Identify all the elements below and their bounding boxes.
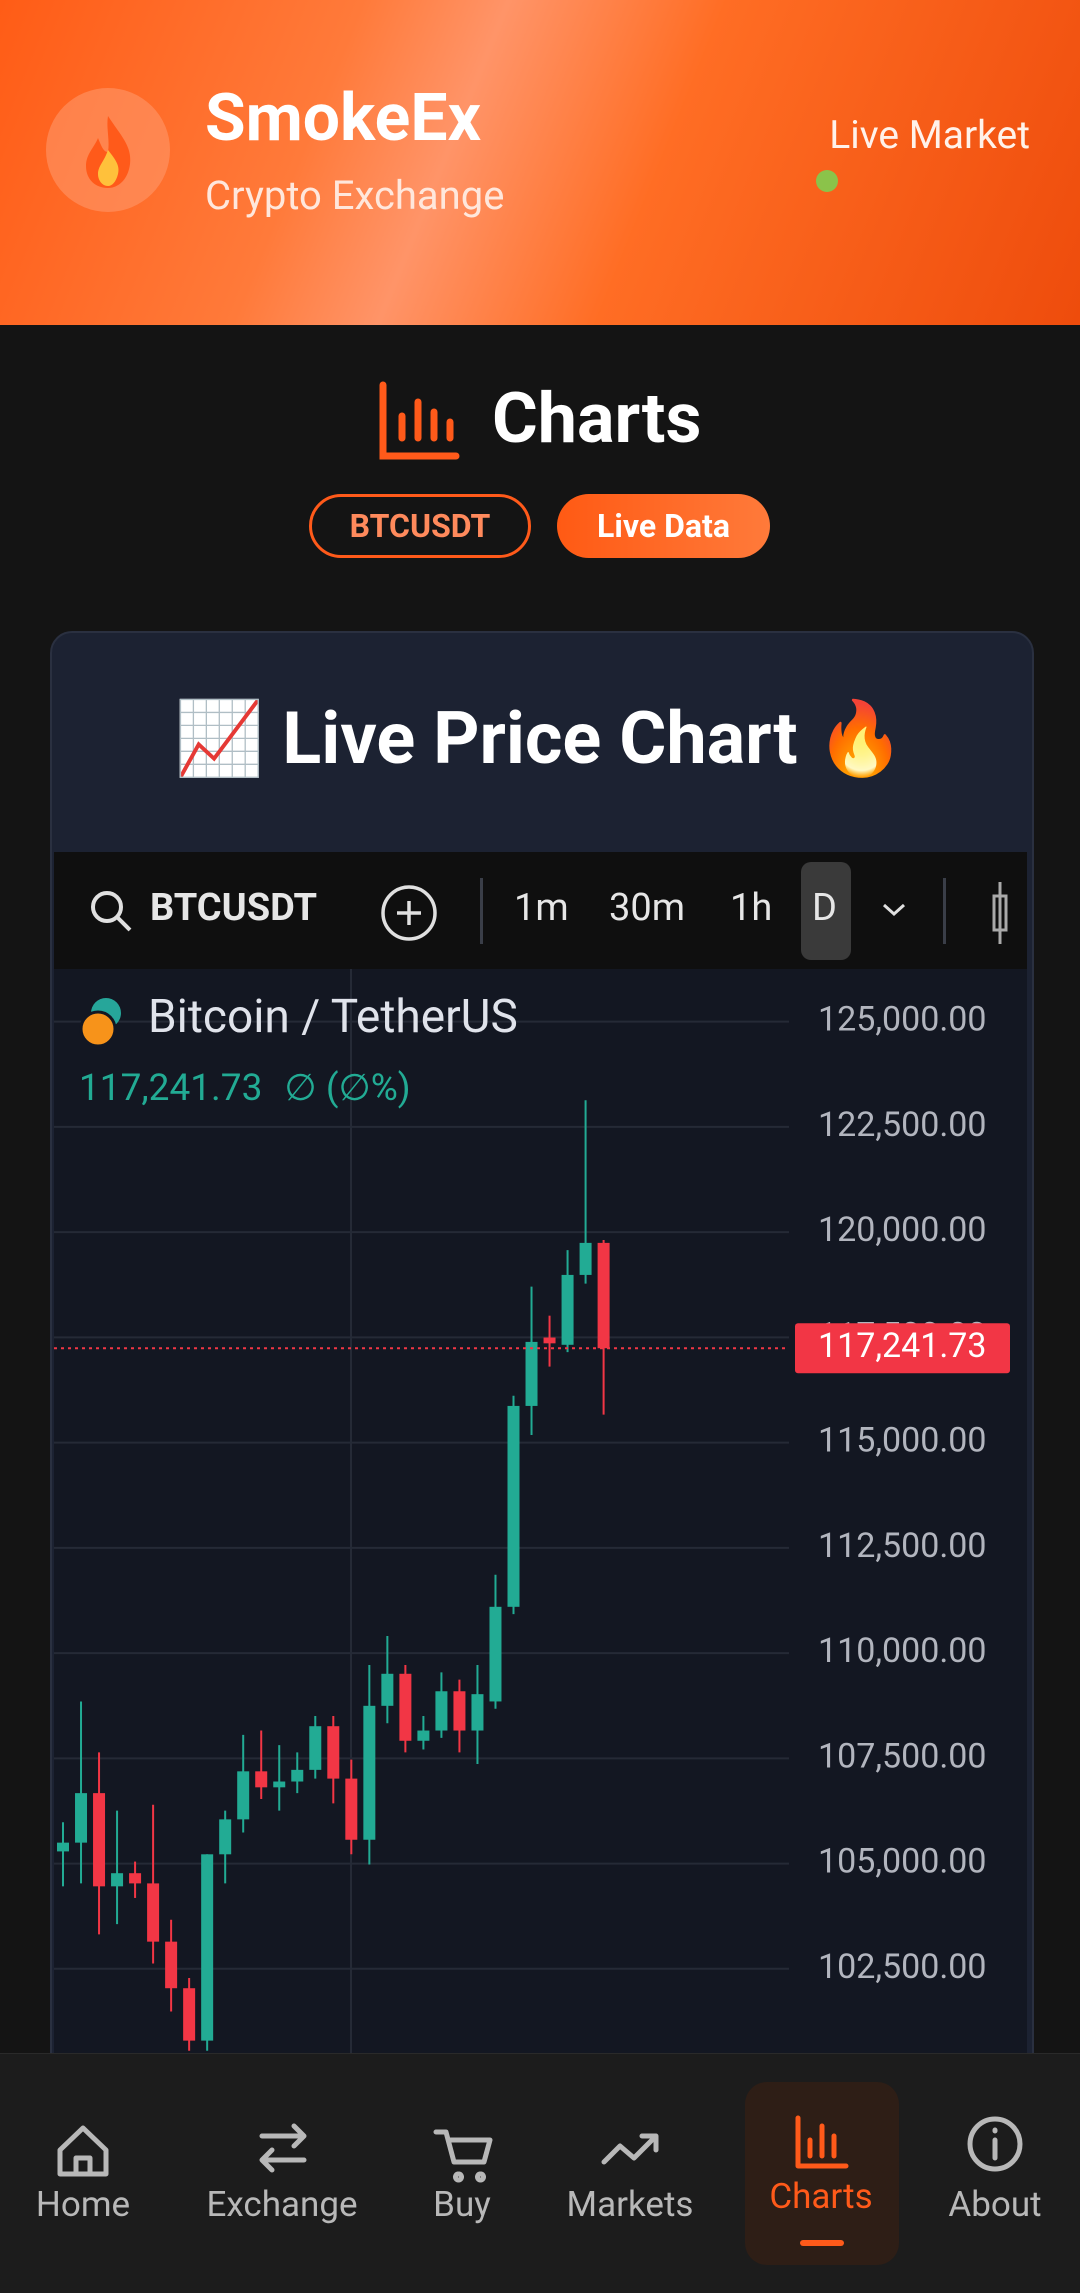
status: Live Market xyxy=(829,112,1030,158)
last-price-label: 117,241.73 xyxy=(818,1326,987,1366)
symbol-title: Bitcoin / TetherUS xyxy=(148,990,518,1044)
interval-menu[interactable] xyxy=(880,900,908,920)
candle-body xyxy=(453,1691,466,1731)
candle-body xyxy=(201,1854,214,2041)
candle-body xyxy=(75,1793,88,1843)
candle-body xyxy=(435,1691,448,1731)
live-badge[interactable]: Live Data xyxy=(557,494,770,558)
candle-body xyxy=(579,1242,592,1275)
y-tick-label: 112,500.00 xyxy=(818,1526,987,1566)
interval[interactable]: 1h xyxy=(730,886,773,930)
nav-label[interactable]: Home xyxy=(35,2184,131,2225)
candle-body xyxy=(57,1842,69,1852)
interval-active-bg xyxy=(801,862,851,960)
base-coin xyxy=(79,1010,117,1048)
candle-type-icon[interactable] xyxy=(990,882,1027,944)
nav-label[interactable]: About xyxy=(948,2184,1042,2225)
card-title: 📈 Live Price Chart 🔥 xyxy=(174,696,906,781)
separator xyxy=(480,878,483,944)
candle-body xyxy=(237,1771,250,1820)
interval[interactable]: 1m xyxy=(514,886,569,930)
candle-body xyxy=(363,1705,376,1840)
brand: SmokeEx xyxy=(205,80,482,157)
candle-body xyxy=(471,1694,484,1731)
live-dot xyxy=(816,170,838,192)
y-tick-label: 122,500.00 xyxy=(818,1105,987,1145)
nav-active-bg xyxy=(745,2082,899,2265)
candle-body xyxy=(525,1341,538,1406)
candle-body xyxy=(381,1673,394,1706)
bottom-nav xyxy=(0,2053,1080,2293)
header xyxy=(0,0,1080,325)
y-tick-label: 120,000.00 xyxy=(818,1210,987,1250)
price-chart: 102,500.00 105,000.00 107,500.00 110,000.00… xyxy=(54,969,1027,2053)
y-tick-label: 110,000.00 xyxy=(818,1631,987,1671)
nav-label[interactable]: Charts xyxy=(769,2176,873,2217)
candle-body xyxy=(183,1988,196,2041)
charts-icon xyxy=(379,381,460,460)
candle-body xyxy=(561,1274,574,1345)
candle-body xyxy=(327,1726,340,1779)
nav-label[interactable]: Buy xyxy=(433,2184,491,2225)
candle-body xyxy=(309,1726,322,1770)
y-tick-label: 125,000.00 xyxy=(818,1000,987,1040)
y-tick-label: 102,500.00 xyxy=(818,1947,987,1987)
candle-body xyxy=(597,1242,610,1349)
nav-label[interactable]: Exchange xyxy=(206,2184,358,2225)
search-icon[interactable] xyxy=(88,888,134,934)
nav-icons xyxy=(57,2115,1023,2246)
page-title: Charts xyxy=(492,378,702,460)
last-price-box xyxy=(795,1323,1010,1374)
candle-body xyxy=(291,1769,304,1782)
price-text: 117,241.73 xyxy=(79,1067,262,1110)
tagline: Crypto Exchange xyxy=(205,172,505,219)
candle-body xyxy=(417,1730,430,1741)
y-tick-label: 107,500.00 xyxy=(818,1736,987,1776)
candle-body xyxy=(129,1873,142,1884)
symbol-badge[interactable]: BTCUSDT xyxy=(309,494,531,558)
candle-body xyxy=(543,1337,556,1344)
change-text: ∅ (∅%) xyxy=(284,1067,410,1110)
candle-body xyxy=(93,1793,106,1887)
nav-label[interactable]: Markets xyxy=(566,2184,694,2225)
separator xyxy=(943,878,946,944)
candle-body xyxy=(255,1771,268,1788)
candle-body xyxy=(507,1405,520,1607)
candle-body xyxy=(345,1778,358,1840)
candle-body xyxy=(111,1873,124,1887)
candle-body xyxy=(165,1941,178,1989)
candle-body xyxy=(489,1606,502,1702)
candle-body xyxy=(147,1883,160,1942)
candle-body xyxy=(219,1819,232,1855)
candle-body xyxy=(273,1781,286,1788)
widget-toolbar xyxy=(54,852,1027,971)
y-tick-label: 105,000.00 xyxy=(818,1842,987,1882)
add-button[interactable] xyxy=(379,883,439,943)
candle-body xyxy=(399,1673,412,1741)
y-tick-label: 115,000.00 xyxy=(818,1421,987,1461)
logo xyxy=(46,88,170,212)
interval[interactable]: D xyxy=(812,886,837,930)
widget-symbol[interactable]: BTCUSDT xyxy=(150,886,318,930)
interval[interactable]: 30m xyxy=(609,886,686,930)
